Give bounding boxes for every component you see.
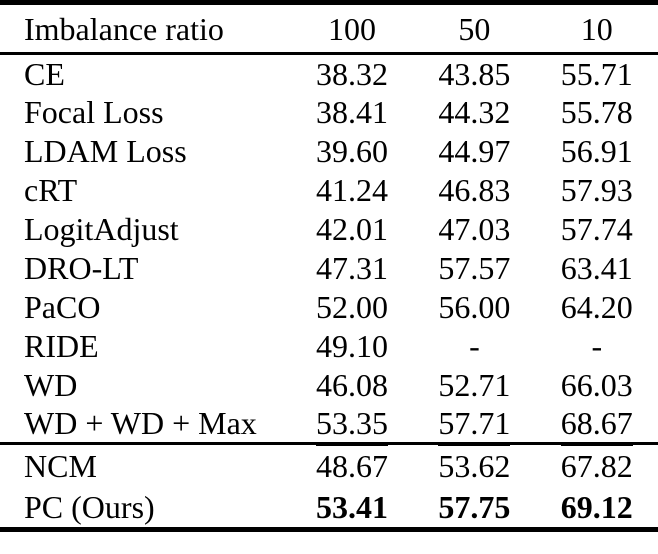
row-wd: WD 46.08 52.71 66.03 — [0, 366, 658, 405]
method-label: WD + WD + Max — [24, 405, 257, 442]
value-cell: 52.00 — [316, 289, 389, 325]
row-wd-wd-max: WD + WD + Max 53.35 57.71 68.67 — [0, 405, 658, 447]
value-cell: 56.00 — [438, 289, 511, 325]
row-focal-loss: Focal Loss 38.41 44.32 55.78 — [0, 93, 658, 132]
row-logitadjust: LogitAdjust 42.01 47.03 57.74 — [0, 210, 658, 249]
method-label: PaCO — [24, 289, 101, 325]
value-cell: 64.20 — [560, 289, 633, 325]
header-col-100: 100 — [328, 10, 377, 47]
table-body-ours: NCM 48.67 53.62 67.82 PC (Ours) 53.41 57… — [0, 444, 658, 530]
value-cell: 53.62 — [438, 447, 511, 484]
value-cell: 56.91 — [560, 133, 633, 169]
method-label: PC (Ours) — [24, 488, 155, 525]
row-ldam-loss: LDAM Loss 39.60 44.97 56.91 — [0, 132, 658, 171]
value-cell-bold: 57.75 — [438, 488, 511, 525]
method-label: LDAM Loss — [24, 133, 187, 169]
value-cell-bold: 53.41 — [316, 488, 389, 525]
header-label-imbalance-ratio: Imbalance ratio — [24, 10, 224, 47]
value-cell: 44.97 — [438, 133, 511, 169]
row-crt: cRT 41.24 46.83 57.93 — [0, 171, 658, 210]
table-body-baselines: CE 38.32 43.85 55.71 Focal Loss 38.41 44… — [0, 54, 658, 447]
value-cell: 42.01 — [316, 211, 389, 247]
value-cell: 67.82 — [560, 447, 633, 484]
underlined-value: 57.71 — [438, 405, 511, 447]
value-cell: 48.67 — [316, 447, 389, 484]
underlined-value: 53.35 — [316, 405, 389, 447]
row-ride: RIDE 49.10 - - — [0, 327, 658, 366]
underlined-value: 68.67 — [560, 405, 633, 447]
value-cell: 66.03 — [560, 367, 633, 403]
value-cell: 52.71 — [438, 367, 511, 403]
value-cell-underlined: 53.35 — [291, 405, 413, 447]
method-label: LogitAdjust — [24, 211, 179, 247]
value-cell: 47.31 — [316, 250, 389, 286]
method-label: NCM — [24, 447, 97, 484]
value-cell: 63.41 — [560, 250, 633, 286]
row-paco: PaCO 52.00 56.00 64.20 — [0, 288, 658, 327]
value-cell: 43.85 — [438, 55, 511, 92]
value-cell: 55.78 — [560, 94, 633, 130]
value-cell: 39.60 — [316, 133, 389, 169]
value-cell: 41.24 — [316, 172, 389, 208]
value-cell-bold: 69.12 — [560, 488, 633, 525]
results-table: Imbalance ratio 100 50 10 CE 38.32 43.85… — [0, 0, 658, 532]
value-cell: 55.71 — [560, 55, 633, 92]
value-cell: 44.32 — [438, 94, 511, 130]
header-col-50: 50 — [458, 10, 491, 47]
method-label: DRO-LT — [24, 250, 139, 286]
value-cell: 46.83 — [438, 172, 511, 208]
value-cell: 57.74 — [560, 211, 633, 247]
method-label: Focal Loss — [24, 94, 164, 130]
method-label: RIDE — [24, 328, 99, 364]
value-cell: 47.03 — [438, 211, 511, 247]
value-cell: 38.32 — [316, 55, 389, 92]
header-col-10: 10 — [580, 10, 613, 47]
value-cell-underlined: 68.67 — [536, 405, 658, 447]
value-cell: - — [591, 328, 603, 364]
header-row: Imbalance ratio 100 50 10 — [0, 3, 658, 54]
value-cell-underlined: 57.71 — [413, 405, 535, 447]
value-cell: 57.93 — [560, 172, 633, 208]
method-label: CE — [24, 55, 65, 92]
method-label: WD — [24, 367, 78, 403]
value-cell: 46.08 — [316, 367, 389, 403]
row-ncm: NCM 48.67 53.62 67.82 — [0, 444, 658, 487]
method-label: cRT — [24, 172, 78, 208]
value-cell: 38.41 — [316, 94, 389, 130]
table-header: Imbalance ratio 100 50 10 — [0, 3, 658, 54]
row-pc-ours: PC (Ours) 53.41 57.75 69.12 — [0, 487, 658, 530]
row-ce: CE 38.32 43.85 55.71 — [0, 54, 658, 93]
value-cell: 57.57 — [438, 250, 511, 286]
value-cell: - — [469, 328, 480, 364]
value-cell: 49.10 — [316, 328, 389, 364]
row-dro-lt: DRO-LT 47.31 57.57 63.41 — [0, 249, 658, 288]
